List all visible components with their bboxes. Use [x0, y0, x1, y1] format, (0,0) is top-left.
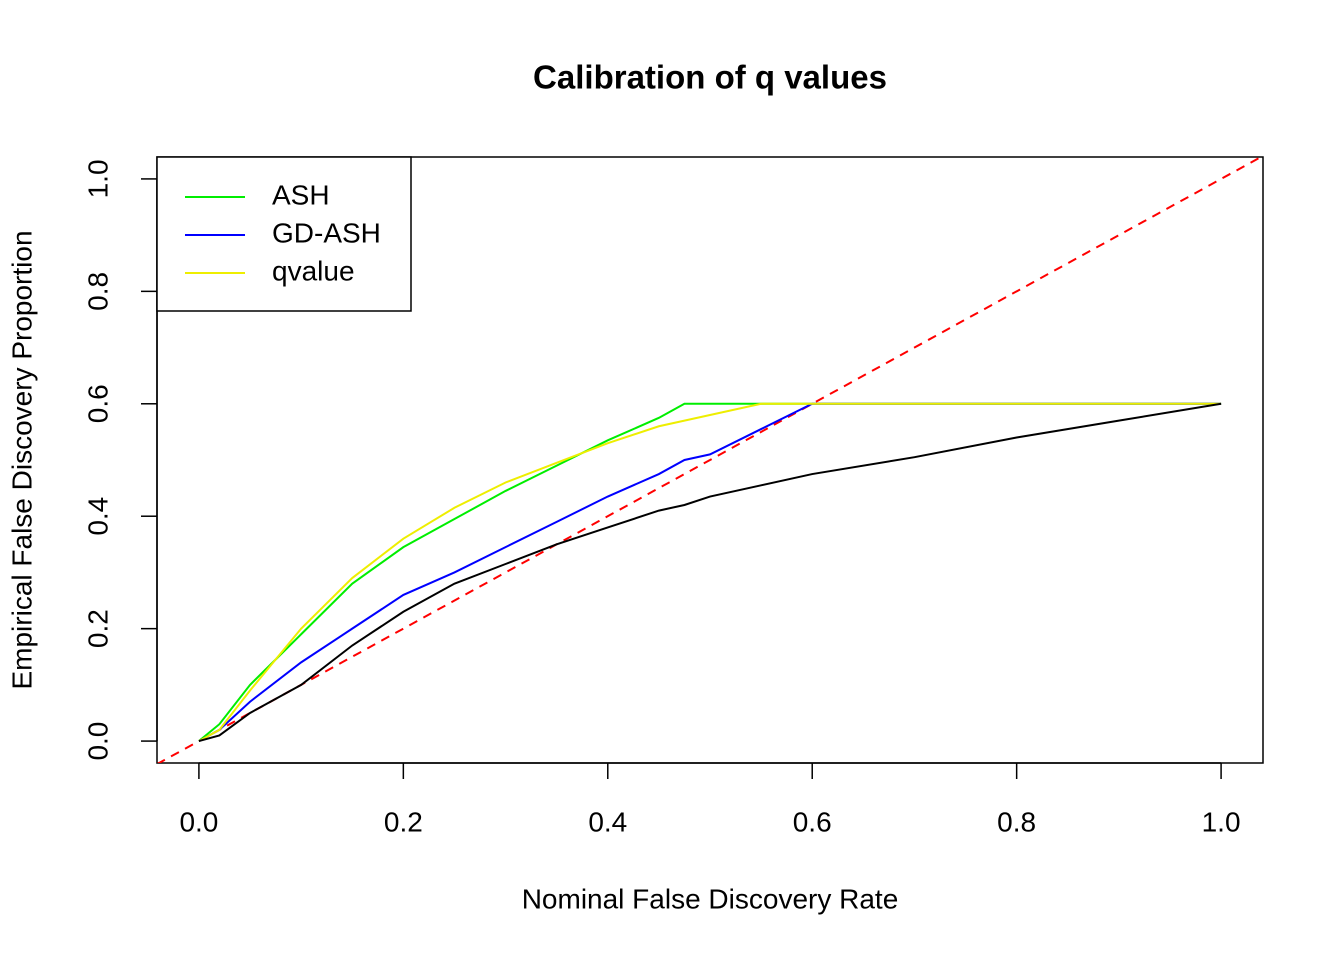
series-line [198, 402, 1222, 743]
x-tick-label: 0.4 [588, 806, 627, 837]
chart-title: Calibration of q values [533, 59, 887, 96]
x-tick-label: 0.0 [179, 806, 218, 837]
x-tick-label: 0.8 [997, 806, 1036, 837]
x-tick-label: 1.0 [1202, 806, 1241, 837]
y-tick-label: 0.2 [82, 609, 113, 648]
x-tick-label: 0.2 [384, 806, 423, 837]
legend-label: qvalue [272, 255, 355, 286]
series-line [198, 402, 1222, 742]
y-tick-label: 1.0 [82, 159, 113, 198]
y-tick-label: 0.0 [82, 722, 113, 761]
y-axis-label: Empirical False Discovery Proportion [6, 230, 37, 689]
y-tick-label: 0.4 [82, 497, 113, 536]
x-axis-label: Nominal False Discovery Rate [522, 883, 899, 914]
series-line [198, 402, 1222, 742]
reference-diagonal [157, 157, 1263, 763]
y-tick-label: 0.8 [82, 272, 113, 311]
y-tick-label: 0.6 [82, 384, 113, 423]
legend-label: ASH [272, 179, 330, 210]
plot-area [157, 157, 1263, 763]
x-tick-label: 0.6 [793, 806, 832, 837]
legend-label: GD-ASH [272, 217, 381, 248]
